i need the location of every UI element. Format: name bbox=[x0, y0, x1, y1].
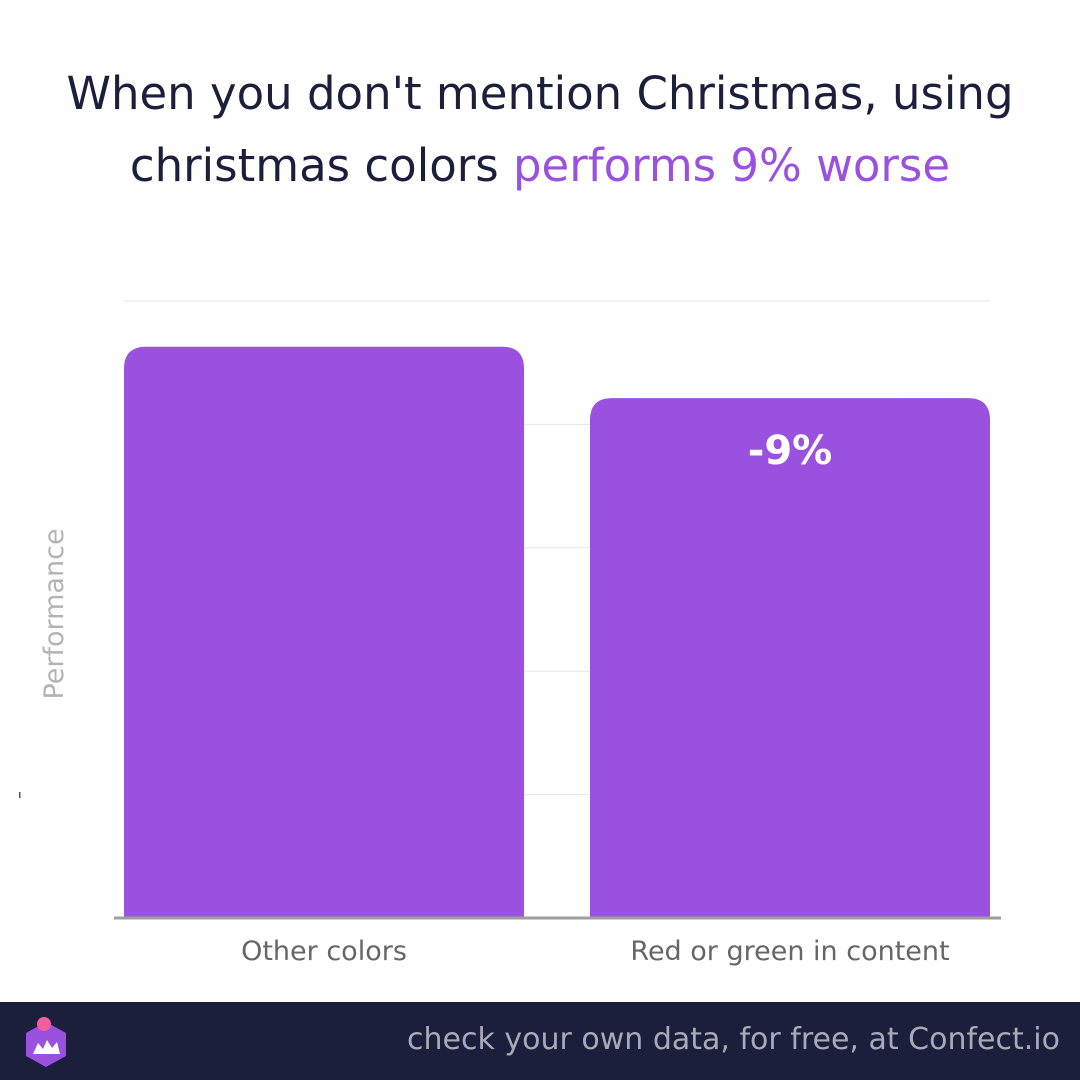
title-highlight: performs 9% worse bbox=[512, 139, 951, 192]
x-tick-label: Red or green in content bbox=[630, 936, 949, 967]
y-axis-label: Performance bbox=[39, 528, 70, 699]
confect-logo-icon bbox=[26, 1017, 66, 1067]
bar-2 bbox=[590, 398, 990, 918]
bar-chart: Other colors Red or green in content -9% … bbox=[19, 300, 1001, 967]
data-labels: -9% bbox=[748, 428, 833, 474]
title-line-2: christmas colors performs 9% worse bbox=[0, 130, 1080, 202]
x-tick-labels: Other colors Red or green in content bbox=[241, 936, 950, 967]
axis-tick-mark bbox=[19, 792, 21, 798]
bar-1 bbox=[124, 346, 524, 918]
footer-bar: check your own data, for free, at Confec… bbox=[0, 1002, 1080, 1080]
footer-text: check your own data, for free, at Confec… bbox=[407, 1022, 1060, 1057]
title-line-2-start: christmas colors bbox=[129, 139, 513, 192]
x-tick-label: Other colors bbox=[241, 936, 407, 967]
chart-title: When you don't mention Christmas, using … bbox=[0, 58, 1080, 202]
title-line-1: When you don't mention Christmas, using bbox=[66, 67, 1014, 120]
bars bbox=[124, 346, 990, 918]
data-label: -9% bbox=[748, 428, 833, 474]
